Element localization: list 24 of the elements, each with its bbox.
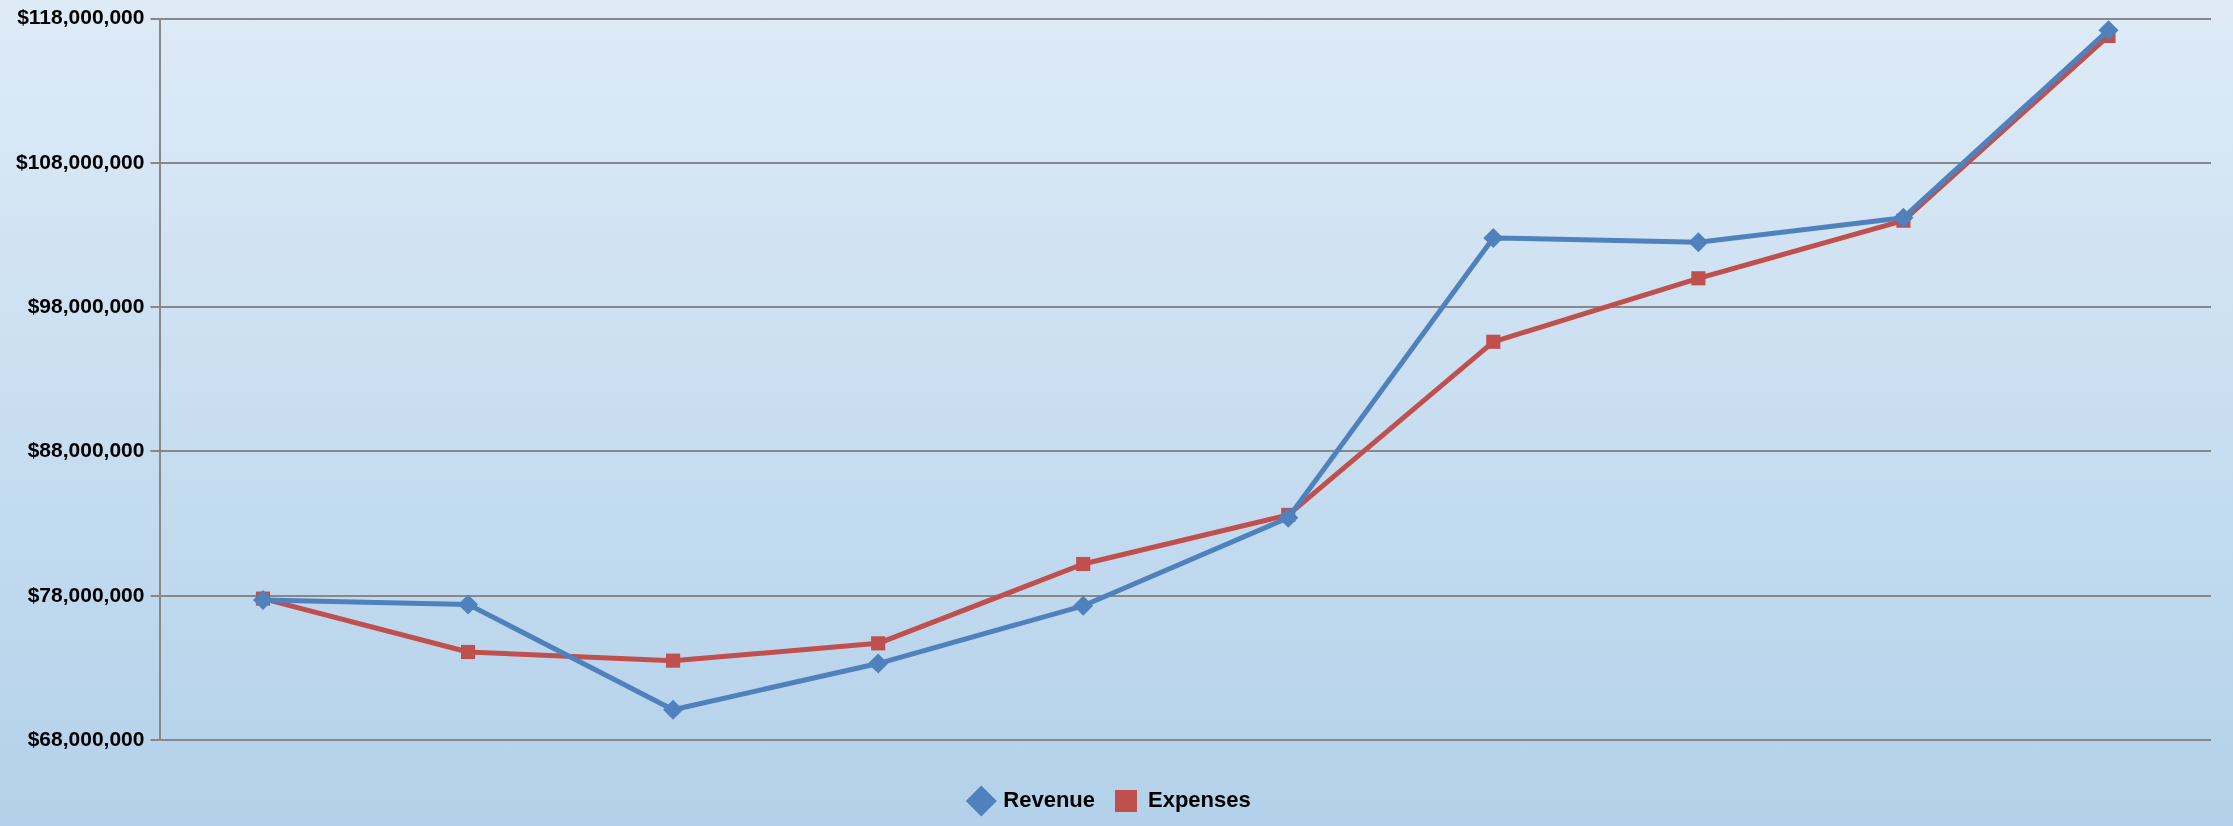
y-tick-label: $78,000,000: [27, 582, 145, 606]
point: [868, 653, 889, 674]
point: [1691, 271, 1706, 286]
point: [1278, 507, 1299, 528]
point: [252, 590, 273, 611]
point: [663, 699, 684, 720]
legend-label: Revenue: [1003, 787, 1095, 813]
point: [1073, 595, 1094, 616]
y-tick-label: $88,000,000: [27, 438, 145, 462]
y-tick-label: $108,000,000: [15, 149, 145, 173]
point: [666, 653, 681, 668]
y-tick-label: $98,000,000: [27, 293, 145, 317]
point: [460, 644, 476, 660]
point: [1688, 232, 1709, 253]
point: [1893, 207, 1914, 228]
point: [1076, 556, 1091, 572]
point: [458, 594, 479, 615]
legend-label: Expenses: [1147, 787, 1251, 813]
point: [2098, 20, 2119, 41]
y-tick-label: $118,000,000: [17, 5, 145, 29]
point: [1486, 334, 1501, 349]
point: [1483, 227, 1504, 248]
y-tick-label: $68,000,000: [27, 726, 145, 750]
point: [871, 636, 886, 651]
